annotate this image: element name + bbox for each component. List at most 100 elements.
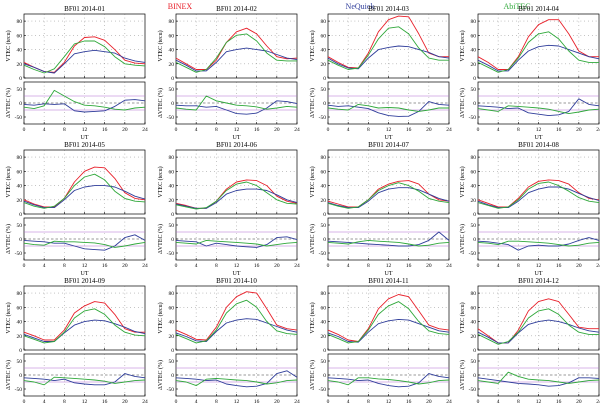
series-line-binex	[477, 179, 600, 208]
x-tick-label: 20	[122, 399, 128, 405]
x-tick-label: 0	[175, 127, 178, 133]
y-tick-label: 80	[169, 19, 175, 25]
y-axis-label-dvtec: ΔVTEC (%)	[459, 360, 466, 390]
y-tick-label: 40	[321, 48, 327, 54]
x-tick-label: 4	[43, 127, 46, 133]
x-tick-label: 4	[497, 127, 500, 133]
x-tick-label: 4	[195, 399, 198, 405]
delta-line-abitec	[175, 239, 298, 247]
x-tick-label: 24	[446, 127, 452, 133]
y-tick-label: 40	[17, 48, 23, 54]
x-tick-label: 8	[63, 127, 66, 133]
panel-title: BF01 2014-09	[64, 277, 105, 285]
x-tick-label: 20	[274, 263, 280, 269]
y-tick-label: 0	[473, 373, 476, 379]
x-tick-label: 16	[406, 399, 412, 405]
x-tick-label: 16	[406, 127, 412, 133]
legend-label-nequick: NeQuick	[346, 2, 375, 11]
delta-line-abitec	[327, 103, 449, 112]
y-tick-label: 40	[169, 320, 175, 326]
series-line-nequick	[327, 45, 450, 70]
x-tick-label: 8	[517, 263, 520, 269]
delta-line-nequick	[327, 231, 450, 247]
x-tick-label: 4	[43, 399, 46, 405]
delta-line-abitec	[327, 377, 450, 386]
y-tick-label: -50	[15, 115, 23, 121]
y-axis-label-vtec: VTEC (tecu)	[459, 166, 466, 197]
x-tick-label: 16	[556, 399, 562, 405]
y-axis-label-dvtec: ΔVTEC (%)	[157, 88, 164, 118]
x-tick-label: 12	[536, 399, 542, 405]
y-tick-label: 40	[321, 184, 327, 190]
y-tick-label: 80	[321, 19, 327, 25]
top-frame	[23, 13, 146, 79]
y-tick-label: 40	[321, 320, 327, 326]
y-tick-label: 20	[321, 62, 327, 68]
x-tick-label: 8	[63, 399, 66, 405]
y-tick-label: 50	[471, 223, 477, 229]
y-tick-label: 60	[321, 33, 327, 39]
y-tick-label: 0	[19, 237, 22, 243]
series-line-nequick	[327, 318, 450, 343]
x-tick-label: 12	[536, 127, 542, 133]
delta-line-nequick	[175, 100, 298, 115]
y-axis-label-dvtec: ΔVTEC (%)	[5, 88, 12, 118]
x-tick-label: 12	[234, 399, 240, 405]
y-tick-label: 40	[471, 184, 477, 190]
series-line-binex	[175, 27, 298, 70]
x-axis-label: UT	[233, 135, 241, 141]
series-line-abitec	[23, 40, 146, 74]
y-axis-label-dvtec: ΔVTEC (%)	[309, 224, 316, 254]
y-tick-label: 0	[171, 348, 174, 354]
y-tick-label: -50	[167, 387, 175, 393]
delta-line-nequick	[327, 101, 450, 117]
x-tick-label: 24	[142, 263, 148, 269]
y-tick-label: 0	[473, 101, 476, 107]
y-axis-label-vtec: VTEC (tecu)	[5, 166, 12, 197]
x-tick-label: 16	[556, 263, 562, 269]
series-line-binex	[327, 180, 450, 208]
y-tick-label: 0	[171, 212, 174, 218]
y-axis-label-dvtec: ΔVTEC (%)	[309, 360, 316, 390]
series-line-nequick	[175, 188, 298, 209]
x-tick-label: 0	[327, 263, 330, 269]
y-tick-label: 0	[19, 373, 22, 379]
y-tick-label: -50	[469, 387, 477, 393]
y-tick-label: 50	[471, 359, 477, 365]
y-tick-label: 0	[171, 373, 174, 379]
x-tick-label: 4	[347, 127, 350, 133]
series-line-nequick	[477, 319, 600, 344]
series-line-nequick	[477, 44, 600, 72]
x-tick-label: 24	[596, 127, 600, 133]
panel-title: BF01 2014-10	[216, 277, 257, 285]
top-frame	[23, 149, 146, 215]
y-tick-label: -50	[319, 387, 327, 393]
y-tick-label: -50	[469, 115, 477, 121]
legend-label-binex: BINEX	[168, 2, 193, 11]
x-tick-label: 12	[386, 127, 392, 133]
x-tick-label: 16	[102, 399, 108, 405]
series-line-binex	[23, 166, 146, 208]
x-tick-label: 12	[82, 127, 88, 133]
y-tick-label: -50	[167, 251, 175, 257]
y-axis-label-vtec: VTEC (tecu)	[309, 166, 316, 197]
x-tick-label: 0	[477, 263, 480, 269]
y-tick-label: -50	[319, 115, 327, 121]
x-tick-label: 20	[576, 127, 582, 133]
x-axis-label: UT	[81, 271, 89, 277]
delta-line-nequick	[23, 373, 146, 386]
y-tick-label: 60	[471, 305, 477, 311]
x-tick-label: 8	[63, 263, 66, 269]
delta-line-abitec	[23, 376, 146, 386]
x-tick-label: 16	[254, 399, 260, 405]
y-tick-label: 50	[321, 359, 327, 365]
series-line-abitec	[477, 31, 599, 73]
y-tick-label: 60	[321, 305, 327, 311]
delta-line-abitec	[175, 377, 298, 387]
series-line-binex	[23, 36, 146, 73]
series-line-abitec	[327, 182, 450, 209]
